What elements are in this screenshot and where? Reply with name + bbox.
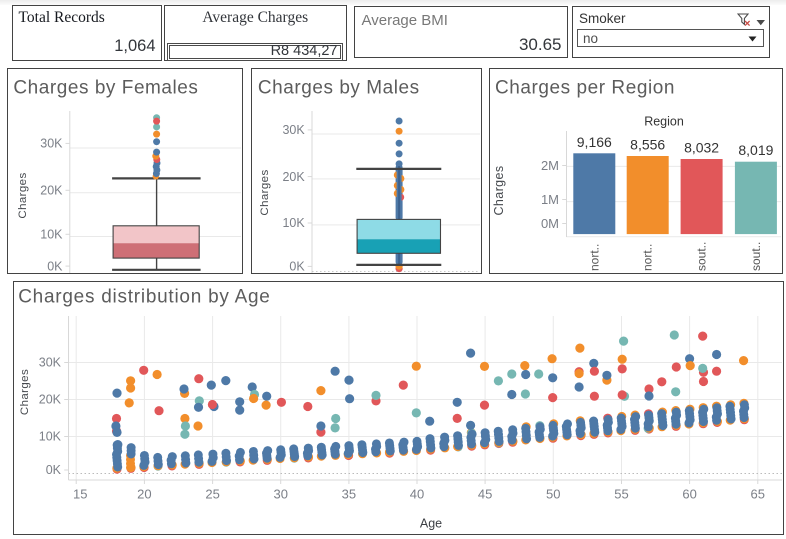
svg-text:Charges: Charges <box>19 369 31 415</box>
svg-text:Region: Region <box>644 114 684 128</box>
svg-text:35: 35 <box>342 486 356 501</box>
svg-text:20K: 20K <box>282 169 305 183</box>
svg-text:Charges by Females: Charges by Females <box>13 77 198 98</box>
svg-text:20K: 20K <box>40 183 63 197</box>
svg-text:0K: 0K <box>289 259 305 272</box>
svg-text:8,032: 8,032 <box>684 139 719 155</box>
svg-text:Charges: Charges <box>17 172 29 218</box>
svg-text:8,019: 8,019 <box>738 142 773 158</box>
svg-text:nort..: nort.. <box>587 243 601 270</box>
svg-text:Charges: Charges <box>492 165 506 215</box>
svg-text:sout..: sout.. <box>695 241 709 270</box>
svg-text:8,556: 8,556 <box>630 136 665 152</box>
svg-text:20: 20 <box>137 486 151 501</box>
svg-text:2M: 2M <box>541 158 559 173</box>
svg-text:nort..: nort.. <box>641 243 655 270</box>
svg-text:50: 50 <box>546 486 560 501</box>
svg-text:30K: 30K <box>39 356 62 370</box>
svg-text:60: 60 <box>682 486 696 501</box>
svg-text:Charges: Charges <box>259 169 271 215</box>
svg-text:Charges per Region: Charges per Region <box>495 77 675 98</box>
svg-text:45: 45 <box>478 486 492 501</box>
svg-text:25: 25 <box>205 486 219 501</box>
svg-text:40: 40 <box>410 486 424 501</box>
svg-text:10K: 10K <box>39 430 62 444</box>
svg-text:55: 55 <box>614 486 628 501</box>
svg-text:20K: 20K <box>39 393 62 407</box>
svg-text:Charges distribution by Age: Charges distribution by Age <box>18 286 270 307</box>
svg-text:0K: 0K <box>46 463 62 477</box>
svg-text:10K: 10K <box>282 216 305 230</box>
svg-text:0M: 0M <box>541 216 559 231</box>
svg-text:1M: 1M <box>541 192 559 207</box>
svg-text:30K: 30K <box>282 123 305 137</box>
svg-text:65: 65 <box>751 486 765 501</box>
svg-text:Charges by Males: Charges by Males <box>258 77 420 98</box>
svg-text:10K: 10K <box>40 227 63 241</box>
svg-text:sout..: sout.. <box>749 241 763 270</box>
svg-text:9,166: 9,166 <box>577 133 612 149</box>
svg-text:30: 30 <box>273 486 287 501</box>
svg-text:Age: Age <box>420 516 442 530</box>
svg-text:15: 15 <box>73 486 87 501</box>
svg-text:30K: 30K <box>40 136 63 150</box>
svg-text:0K: 0K <box>47 259 63 273</box>
